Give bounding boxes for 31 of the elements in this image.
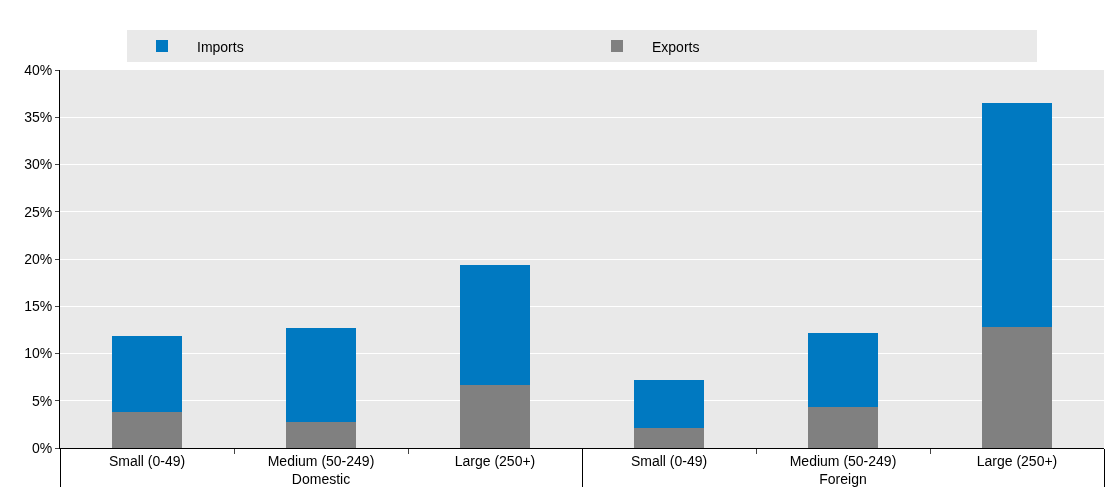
- y-tick-label: 5%: [31, 392, 53, 409]
- y-tick-label: 10%: [24, 345, 53, 362]
- bar: [460, 264, 530, 385]
- bar: [112, 412, 182, 448]
- bar: [286, 422, 356, 448]
- bar: [112, 336, 182, 413]
- x-tick-label: Medium (50-249): [789, 452, 897, 469]
- text: Domestic: [291, 470, 351, 487]
- y-tick-label: 30%: [24, 156, 53, 173]
- y-tick-label: 20%: [24, 250, 53, 267]
- legend-label: Imports: [197, 38, 244, 55]
- bar: [808, 332, 878, 408]
- text: Foreign: [819, 470, 867, 487]
- x-tick-label: Large (250+): [976, 452, 1058, 469]
- bar: [982, 327, 1052, 448]
- bar: [460, 384, 530, 448]
- legend-label: Exports: [652, 38, 700, 55]
- y-tick-label: 35%: [24, 109, 53, 126]
- y-tick-label: 15%: [24, 298, 53, 315]
- bar: [982, 103, 1052, 328]
- x-tick-label: Medium (50-249): [267, 452, 375, 469]
- x-tick-label: Large (250+): [454, 452, 536, 469]
- y-tick-label: 0%: [31, 439, 53, 456]
- bar: [634, 379, 704, 429]
- x-tick-label: Small (0-49): [108, 452, 186, 469]
- y-tick-label: 40%: [24, 61, 53, 78]
- x-tick-label: Small (0-49): [630, 452, 708, 469]
- bar: [634, 428, 704, 448]
- bar: [286, 327, 356, 423]
- y-tick-label: 25%: [24, 203, 53, 220]
- bar: [808, 407, 878, 448]
